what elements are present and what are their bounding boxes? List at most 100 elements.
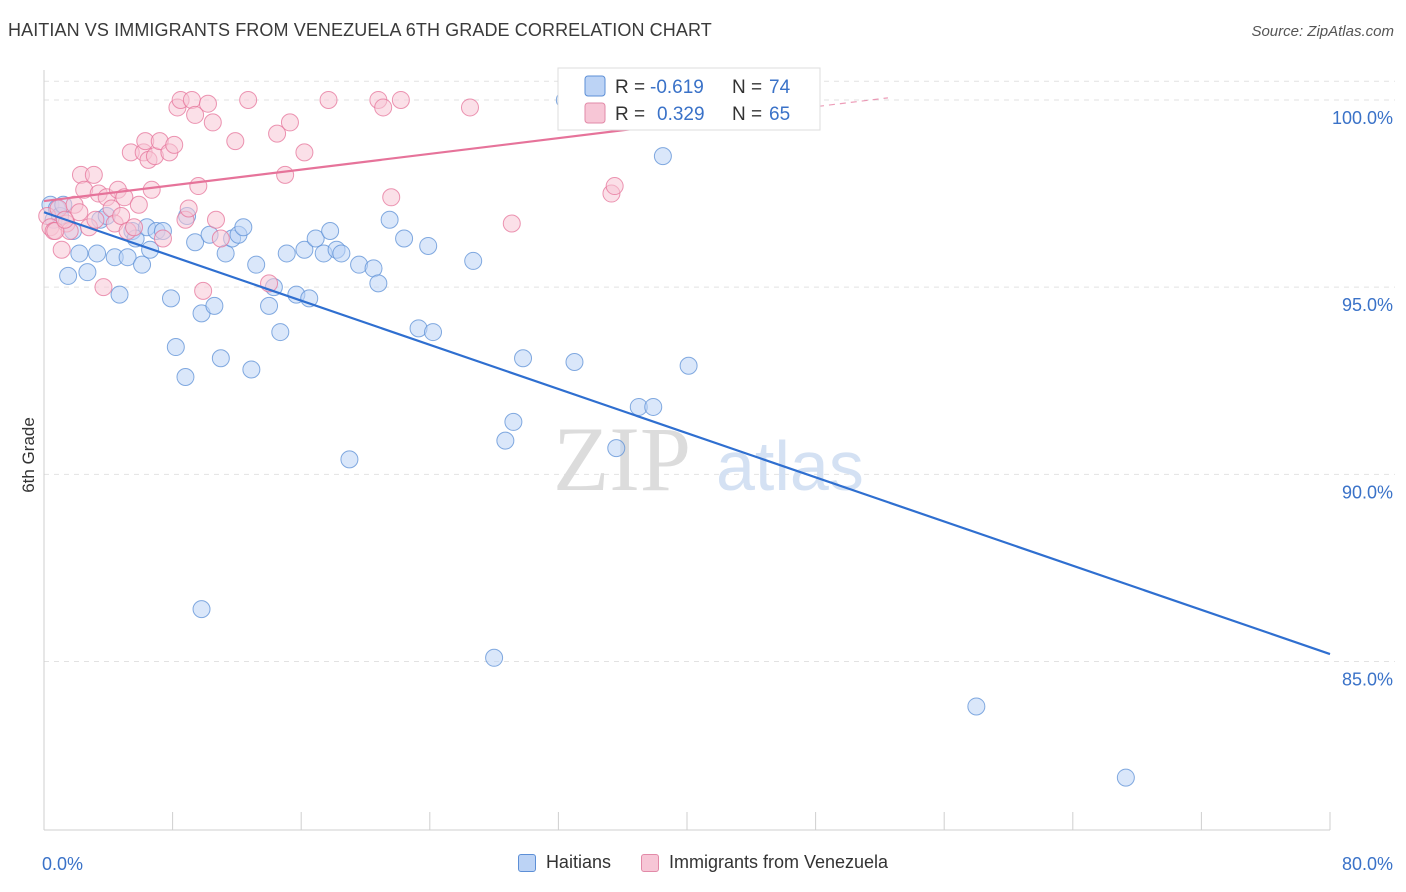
point-venezuela [194, 281, 213, 300]
point-haitians [679, 356, 698, 375]
point-haitians [59, 266, 78, 285]
point-haitians [496, 431, 515, 450]
trend-lines [43, 97, 1331, 656]
point-venezuela [276, 165, 295, 184]
point-haitians [464, 251, 483, 270]
y-axis-label: 6th Grade [19, 417, 38, 493]
point-haitians [211, 349, 230, 368]
point-haitians [88, 244, 107, 263]
point-haitians [485, 648, 504, 667]
point-venezuela [125, 218, 144, 237]
point-haitians [419, 236, 438, 255]
legend-item-haitians[interactable]: Haitians [517, 852, 611, 873]
point-venezuela [268, 124, 287, 143]
points [38, 90, 1135, 787]
point-haitians [653, 147, 672, 166]
point-venezuela [142, 180, 161, 199]
point-haitians [271, 323, 290, 342]
stat-r-label-2: R = [615, 104, 645, 125]
point-venezuela [207, 210, 226, 229]
x-tick-label-max: 80.0% [1342, 854, 1393, 874]
point-venezuela [280, 113, 299, 132]
point-haitians [369, 274, 388, 293]
point-haitians [118, 248, 137, 267]
tick-labels: 85.0% 90.0% 95.0% 100.0% 0.0% 80.0% [42, 108, 1393, 874]
point-haitians [504, 412, 523, 431]
point-haitians [295, 240, 314, 259]
stat-swatch-haitians [584, 75, 606, 97]
point-haitians [395, 229, 414, 248]
source-credit: Source: ZipAtlas.com [1251, 23, 1394, 40]
point-venezuela [86, 210, 105, 229]
point-venezuela [374, 98, 393, 117]
point-venezuela [112, 207, 131, 226]
point-haitians [176, 367, 195, 386]
stat-n-label-2: N = [732, 104, 762, 125]
point-venezuela [211, 229, 230, 248]
point-haitians [166, 338, 185, 357]
chart-title: HAITIAN VS IMMIGRANTS FROM VENEZUELA 6TH… [8, 20, 712, 40]
point-haitians [242, 360, 261, 379]
watermark-zip: ZIP [553, 408, 691, 510]
stat-r-label-1: R = [615, 77, 645, 98]
point-venezuela [153, 229, 172, 248]
point-haitians [78, 263, 97, 282]
point-venezuela [52, 240, 71, 259]
legend-item-venezuela[interactable]: Immigrants from Venezuela [640, 852, 889, 873]
point-haitians [186, 233, 205, 252]
point-venezuela [226, 132, 245, 151]
point-haitians [133, 255, 152, 274]
point-haitians [192, 600, 211, 619]
point-haitians [277, 244, 296, 263]
point-venezuela [239, 90, 258, 109]
point-venezuela [502, 214, 521, 233]
point-haitians [565, 353, 584, 372]
watermark: ZIP atlas [553, 408, 864, 510]
point-haitians [967, 697, 986, 716]
point-haitians [205, 296, 224, 315]
legend-swatch-venezuela [640, 853, 659, 872]
trend-line-venezuela [43, 121, 688, 203]
point-venezuela [295, 143, 314, 162]
stat-r-value-2: 0.329 [657, 104, 705, 125]
point-venezuela [319, 90, 338, 109]
legend-label-venezuela: Immigrants from Venezuela [668, 852, 889, 872]
point-venezuela [189, 177, 208, 196]
point-venezuela [186, 105, 205, 124]
point-venezuela [70, 203, 89, 222]
x-tick-label-min: 0.0% [42, 854, 83, 874]
point-venezuela [94, 278, 113, 297]
point-haitians [247, 255, 266, 274]
stat-r-value-1: -0.619 [650, 77, 704, 98]
point-venezuela [129, 195, 148, 214]
point-venezuela [165, 135, 184, 154]
y-tick-label: 85.0% [1342, 670, 1393, 690]
point-haitians [110, 285, 129, 304]
y-tick-label: 90.0% [1342, 482, 1393, 502]
point-haitians [70, 244, 89, 263]
point-haitians [644, 397, 663, 416]
legend-swatch-haitians [517, 853, 536, 872]
y-tick-label: 100.0% [1332, 108, 1393, 128]
y-tick-label: 95.0% [1342, 295, 1393, 315]
watermark-atlas: atlas [716, 427, 864, 505]
point-venezuela [115, 188, 134, 207]
point-haitians [1116, 768, 1135, 787]
point-haitians [607, 439, 626, 458]
point-haitians [161, 289, 180, 308]
stat-legend: R = -0.619 N = 74 R = 0.329 N = 65 [557, 67, 821, 131]
point-haitians [260, 296, 279, 315]
point-haitians [340, 450, 359, 469]
point-haitians [332, 244, 351, 263]
axes [43, 70, 1331, 831]
stat-n-value-2: 65 [769, 104, 790, 125]
point-venezuela [391, 90, 410, 109]
point-haitians [321, 221, 340, 240]
point-venezuela [203, 113, 222, 132]
point-haitians [380, 210, 399, 229]
point-haitians [216, 244, 235, 263]
point-venezuela [182, 90, 201, 109]
point-haitians [306, 229, 325, 248]
point-venezuela [198, 94, 217, 113]
